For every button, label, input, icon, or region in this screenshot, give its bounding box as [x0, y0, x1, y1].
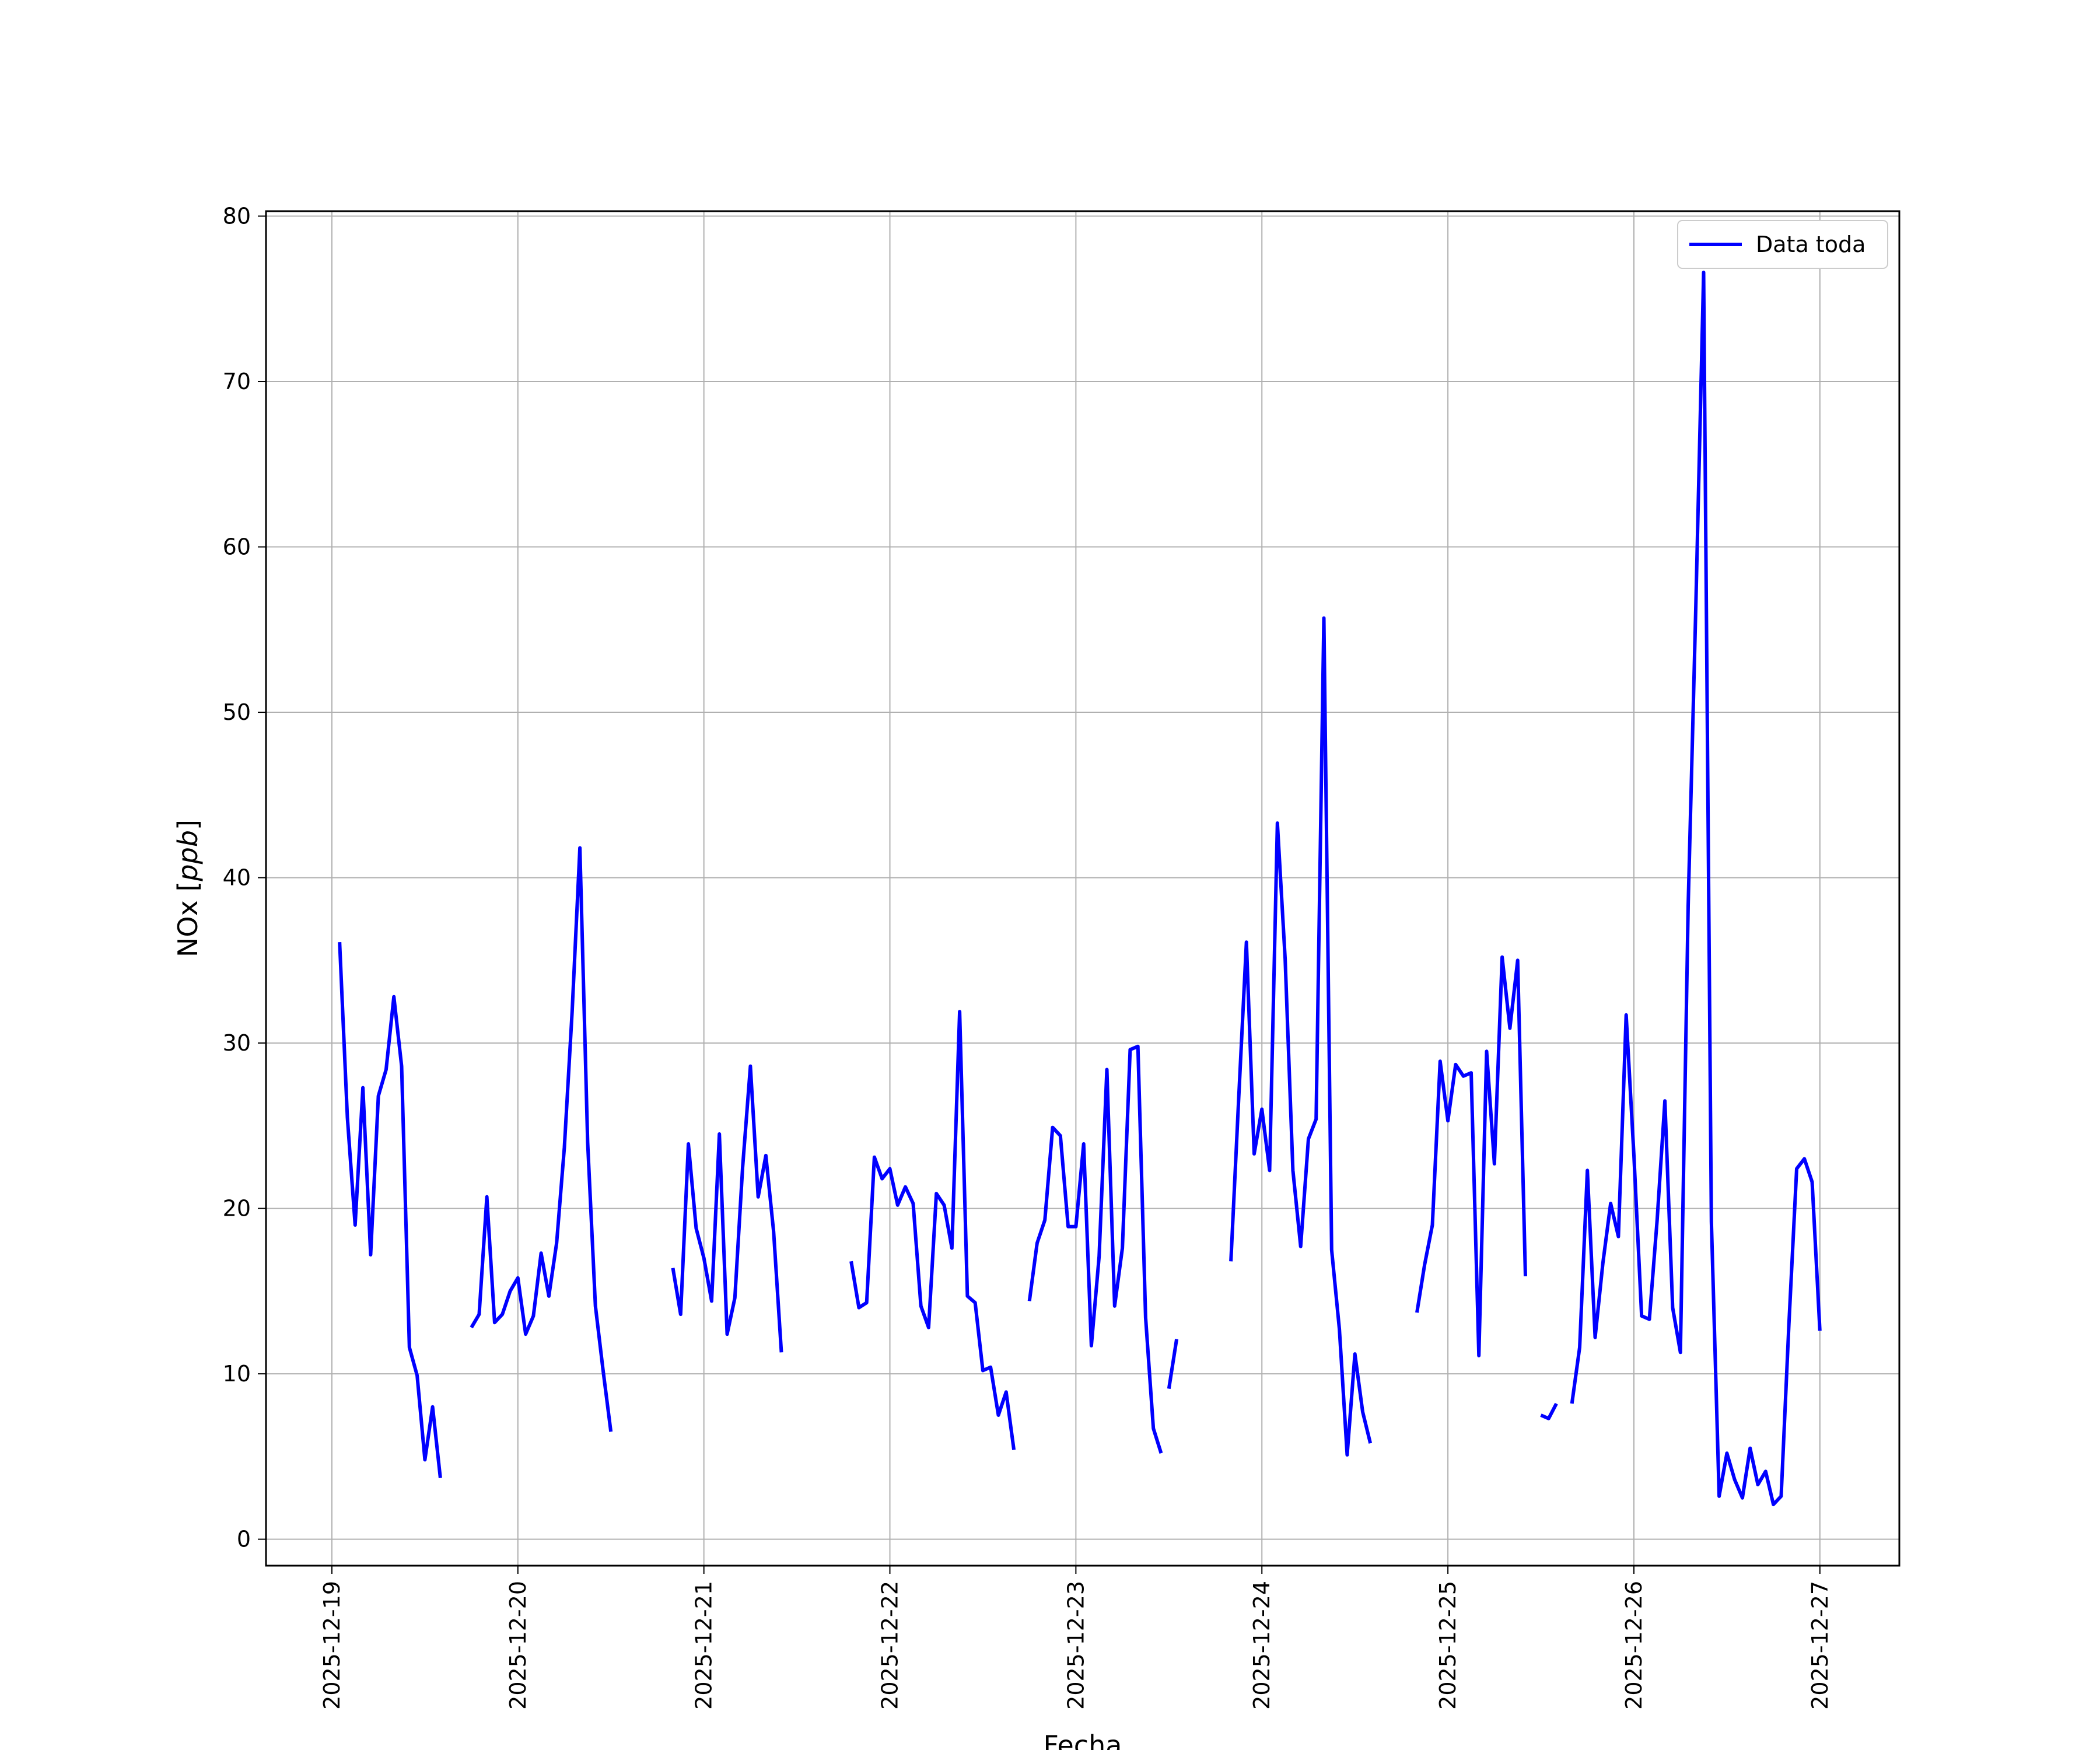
series-line-segment	[1415, 955, 1527, 1357]
y-axis-unit: ppb	[172, 830, 204, 882]
x-tick-label: 2025-12-19	[319, 1581, 345, 1710]
y-tick-label: 60	[223, 534, 251, 560]
series-line-segment	[1027, 1044, 1163, 1454]
plot-frame	[265, 210, 1901, 1567]
series-line-segment	[671, 1064, 783, 1353]
series-line-segment	[338, 942, 442, 1479]
x-axis: 2025-12-19 2025-12-20 2025-12-21 2025-12-22…	[319, 1566, 1833, 1710]
series-line-segment	[1229, 616, 1373, 1457]
x-axis-label: Fecha	[1044, 1730, 1122, 1750]
y-tick-label: 0	[237, 1527, 251, 1552]
x-tick-label: 2025-12-21	[691, 1581, 717, 1710]
x-tick-label: 2025-12-27	[1807, 1581, 1833, 1710]
x-tick-label: 2025-12-25	[1435, 1581, 1461, 1710]
legend-box	[1677, 220, 1888, 269]
y-tick-label: 80	[223, 204, 251, 229]
y-tick-label: 50	[223, 699, 251, 725]
series-line-segment	[1167, 1339, 1179, 1390]
series-line-segment	[1570, 270, 1822, 1507]
series-line-segment	[470, 846, 613, 1432]
y-tick-label: 40	[223, 865, 251, 891]
legend-label-data-toda: Data toda	[1756, 232, 1866, 257]
y-tick-label: 20	[223, 1196, 251, 1222]
legend: Data toda	[1677, 220, 1888, 269]
y-axis: 0 10 20 30 40 50 60 70 80	[223, 204, 266, 1552]
x-tick-label: 2025-12-22	[877, 1581, 903, 1710]
y-tick-label: 10	[223, 1361, 251, 1387]
y-axis-label: NOx [ppb]	[172, 820, 204, 957]
series-line-segment	[849, 1010, 1016, 1450]
x-tick-label: 2025-12-23	[1063, 1581, 1088, 1710]
x-tick-label: 2025-12-24	[1249, 1581, 1275, 1710]
y-tick-label: 30	[223, 1030, 251, 1056]
x-tick-label: 2025-12-26	[1621, 1581, 1647, 1710]
x-tick-label: 2025-12-20	[505, 1581, 531, 1710]
grid-lines	[266, 211, 1899, 1566]
y-tick-label: 70	[223, 369, 251, 394]
series-data-toda	[338, 270, 1822, 1507]
series-line-segment	[1540, 1402, 1558, 1420]
